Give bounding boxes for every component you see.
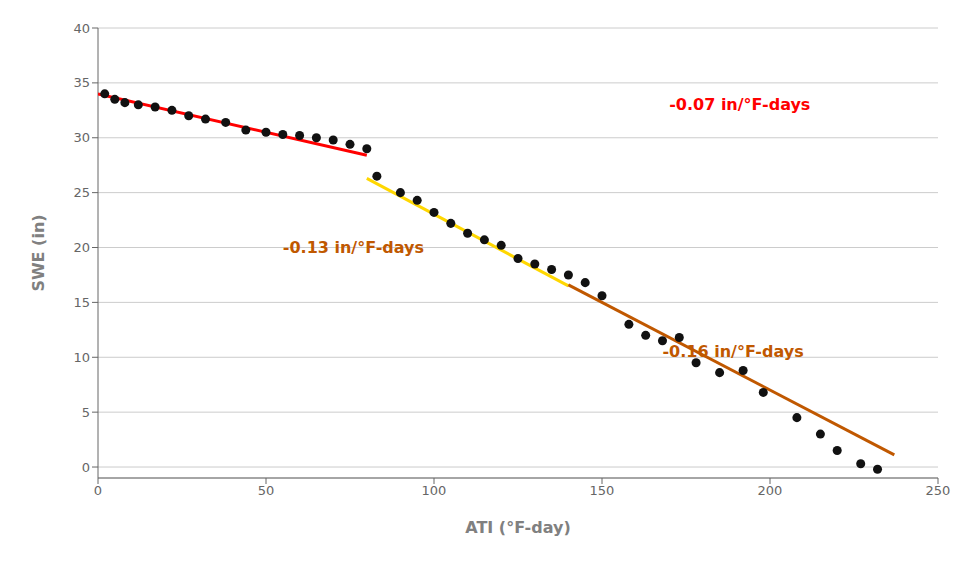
svg-text:5: 5 <box>82 405 90 420</box>
svg-text:30: 30 <box>73 130 90 145</box>
svg-text:10: 10 <box>73 350 90 365</box>
svg-text:ATI (°F-day): ATI (°F-day) <box>465 518 570 537</box>
svg-text:250: 250 <box>926 483 951 498</box>
svg-text:-0.16 in/°F-days: -0.16 in/°F-days <box>662 342 803 361</box>
svg-text:35: 35 <box>73 75 90 90</box>
svg-text:-0.07 in/°F-days: -0.07 in/°F-days <box>669 95 810 114</box>
svg-text:100: 100 <box>422 483 447 498</box>
svg-text:SWE (in): SWE (in) <box>29 214 48 291</box>
svg-text:25: 25 <box>73 185 90 200</box>
svg-text:200: 200 <box>758 483 783 498</box>
svg-text:150: 150 <box>590 483 615 498</box>
svg-text:40: 40 <box>73 21 90 36</box>
svg-text:-0.13 in/°F-days: -0.13 in/°F-days <box>283 238 424 257</box>
svg-text:15: 15 <box>73 295 90 310</box>
svg-text:0: 0 <box>94 483 102 498</box>
svg-text:20: 20 <box>73 240 90 255</box>
svg-text:50: 50 <box>258 483 275 498</box>
svg-text:0: 0 <box>82 460 90 475</box>
